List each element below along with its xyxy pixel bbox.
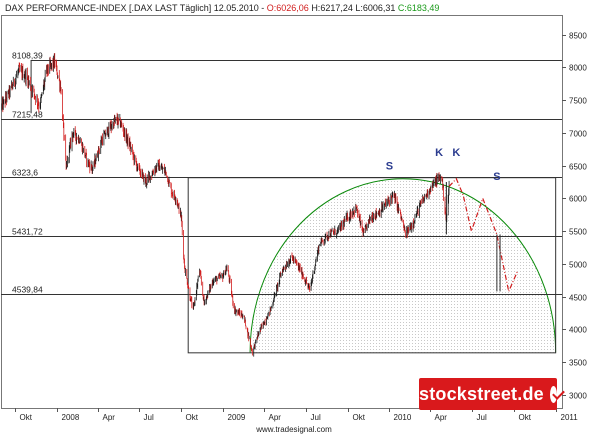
y-tick-label-4500: 4500 <box>569 294 587 303</box>
y-tick-label-8000: 8000 <box>569 64 587 73</box>
y-tick-label-6500: 6500 <box>569 163 587 172</box>
x-tick-label-9: 2010 <box>394 413 412 422</box>
sks-label-4: S <box>493 171 500 183</box>
header-close: C:6183,49 <box>398 3 440 13</box>
x-tick-label-7: Jul <box>311 413 321 422</box>
x-tick-label-13: 2011 <box>561 413 579 422</box>
x-tick-label-5: 2009 <box>228 413 246 422</box>
projection-path <box>448 177 519 294</box>
header-high-low: H:6217,24 L:6006,31 <box>311 3 398 13</box>
x-tick-label-1: 2008 <box>62 413 80 422</box>
x-tick-label-3: Jul <box>144 413 154 422</box>
y-tick-label-3000: 3000 <box>569 392 587 401</box>
header-line: DAX PERFORMANCE-INDEX [.DAX LAST Täglich… <box>5 3 439 13</box>
y-tick-label-7500: 7500 <box>569 97 587 106</box>
y-tick-label-5500: 5500 <box>569 228 587 237</box>
sks-label-1: S <box>386 161 393 173</box>
stockstreet-badge: stockstreet.de <box>419 378 557 410</box>
header-instrument: DAX PERFORMANCE-INDEX [.DAX LAST Täglich… <box>5 3 267 13</box>
x-tick-label-10: Apr <box>435 413 448 422</box>
x-tick-label-2: Apr <box>103 413 116 422</box>
arc-stipple-fill <box>250 178 556 353</box>
consolidation-box <box>187 177 557 354</box>
rounding-top-arc <box>249 178 557 353</box>
x-tick-label-4: Okt <box>186 413 199 422</box>
y-tick-label-3500: 3500 <box>569 359 587 368</box>
x-tick-label-12: Okt <box>519 413 532 422</box>
badge-text: stockstreet.de <box>419 383 544 404</box>
y-tick-label-5000: 5000 <box>569 261 587 270</box>
sks-label-2: K <box>435 147 443 159</box>
x-tick-label-0: Okt <box>20 413 33 422</box>
y-tick-label-8500: 8500 <box>569 32 587 41</box>
level-label-8108-39: 8108,39 <box>12 51 43 61</box>
header-open: O:6026,06 <box>267 3 312 13</box>
x-tick-label-11: Jul <box>477 413 487 422</box>
y-tick-label-4000: 4000 <box>569 326 587 335</box>
checkmark-icon <box>549 385 557 403</box>
y-tick-label-7000: 7000 <box>569 130 587 139</box>
y-tick-label-6000: 6000 <box>569 195 587 204</box>
candlesticks <box>1 53 450 357</box>
watermark-text: www.tradesignal.com <box>255 425 332 434</box>
x-tick-label-6: Apr <box>269 413 282 422</box>
level-label-5431-72: 5431,72 <box>12 227 43 237</box>
x-tick-label-8: Okt <box>353 413 366 422</box>
sks-label-3: K <box>452 147 460 159</box>
level-label-6323-6: 6323,6 <box>12 168 38 178</box>
level-label-7215-48: 7215,48 <box>12 110 43 120</box>
level-label-4539-84: 4539,84 <box>12 285 43 295</box>
